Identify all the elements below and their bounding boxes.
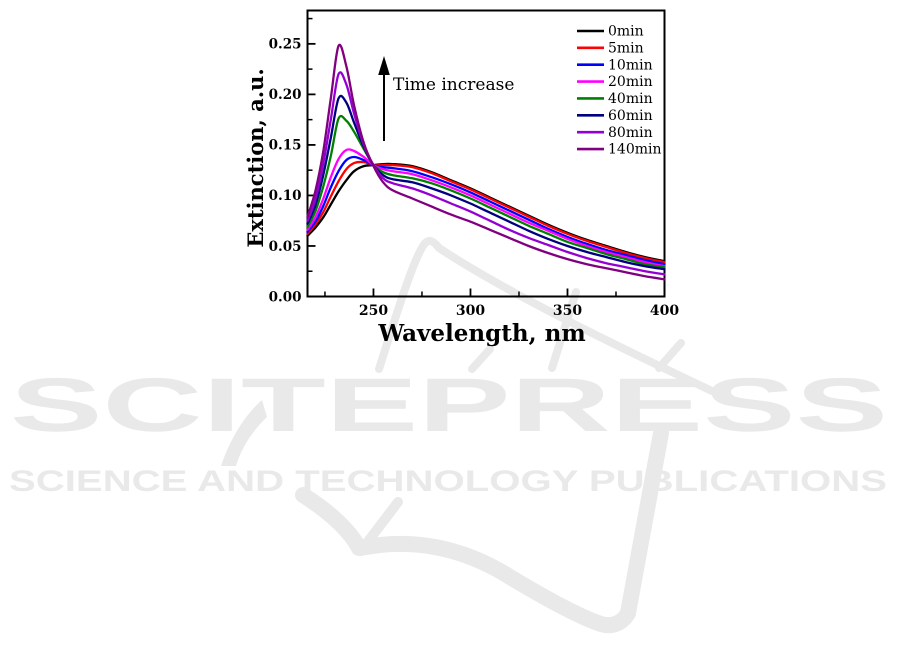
annotation-label: Time increase: [393, 75, 514, 95]
watermark-slash-icon: [468, 345, 494, 373]
y-tick-label: 0.00: [269, 289, 302, 305]
watermark-slash-icon: [548, 288, 580, 372]
watermark-check-branch-icon: [620, 425, 669, 621]
legend-label-0min: 0min: [608, 24, 644, 40]
series-curve-80min: [306, 71, 666, 276]
axis-ticks: 250 300 350 400 0.00 0.05 0.10 0.15 0.20 0.25: [269, 17, 679, 319]
series-curve-60min: [306, 94, 666, 271]
spectra-chart: 250 300 350 400 0.00 0.05 0.10 0.15 0.20 0.25 0mi…: [243, 9, 679, 347]
series-curve-140min: [306, 43, 666, 281]
watermark-check-swoosh-icon: [352, 535, 636, 634]
legend-label-20min: 20min: [608, 74, 653, 90]
spectra-curves: [306, 43, 666, 281]
time-increase-annotation: Time increase: [378, 56, 514, 141]
watermark-slash-icon: [655, 339, 685, 372]
y-tick-label: 0.05: [269, 239, 302, 255]
watermark-wing-icon: [295, 487, 367, 556]
y-tick-label: 0.15: [269, 138, 302, 154]
y-tick-label: 0.10: [269, 188, 302, 204]
watermark-subtitle: SCIENCE AND TECHNOLOGY PUBLICATIONS: [9, 465, 887, 498]
x-tick-label: 300: [456, 303, 485, 319]
watermark-swoosh-mountain-icon: [375, 237, 716, 395]
series-curve-5min: [306, 160, 666, 264]
series-curve-40min: [306, 114, 666, 269]
x-axis-title: Wavelength, nm: [377, 320, 585, 347]
x-tick-label: 400: [650, 303, 679, 319]
legend-label-60min: 60min: [608, 108, 653, 124]
x-tick-label: 350: [553, 303, 582, 319]
plot-frame: [306, 9, 666, 298]
series-curve-10min: [306, 155, 666, 266]
legend-label-5min: 5min: [608, 40, 644, 56]
arrow-head-icon: [378, 56, 390, 75]
series-curve-20min: [306, 148, 666, 268]
y-tick-label: 0.25: [269, 37, 302, 53]
watermark-wordmark: SCITEPRESS: [10, 363, 888, 448]
y-axis-title: Extinction, a.u.: [243, 68, 268, 247]
legend-label-80min: 80min: [608, 125, 653, 141]
x-tick-label: 250: [359, 303, 388, 319]
watermark-leaf-icon: [221, 400, 267, 466]
series-curve-0min: [306, 162, 666, 263]
scitepress-watermark: SCITEPRESS SCIENCE AND TECHNOLOGY PUBLIC…: [9, 237, 888, 634]
legend-label-40min: 40min: [608, 91, 653, 107]
legend-label-10min: 10min: [608, 57, 653, 73]
y-tick-label: 0.20: [269, 87, 302, 103]
legend-label-140min: 140min: [608, 142, 662, 158]
